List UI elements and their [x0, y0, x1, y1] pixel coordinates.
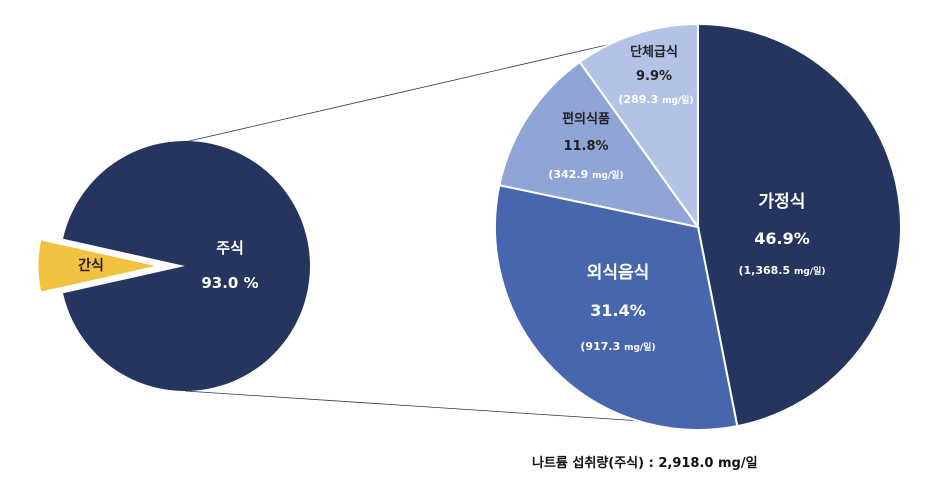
slice-amount-eating-out-value: (917.3 — [580, 340, 620, 353]
slice-amount-eating-out-unit: mg/일) — [624, 341, 656, 353]
slice-amount-group-meal-unit: mg/일) — [662, 94, 694, 106]
slice-label-main-meal: 주식 — [216, 239, 244, 257]
slice-value-group-meal: 9.9% — [636, 69, 672, 84]
slice-label-home: 가정식 — [759, 192, 806, 212]
slice-value-main-meal: 93.0 % — [201, 274, 258, 292]
slice-amount-convenience-value: (342.9 — [548, 168, 588, 181]
slice-label-convenience: 편의식품 — [562, 111, 610, 127]
slice-label-group-meal: 단체급식 — [630, 44, 678, 60]
left-pie — [35, 141, 310, 391]
slice-group-meal — [578, 22, 699, 231]
slice-eating-out — [494, 184, 739, 431]
slice-amount-convenience: (342.9 mg/일) — [548, 168, 623, 181]
slice-value-home: 46.9% — [754, 229, 810, 248]
slice-home — [697, 22, 902, 428]
right-pie — [494, 22, 902, 431]
sodium-intake-caption: 나트륨 섭취량(주식) : 2,918.0 mg/일 — [532, 456, 758, 471]
slice-amount-convenience-unit: mg/일) — [592, 169, 624, 181]
slice-value-eating-out: 31.4% — [590, 301, 646, 320]
slice-snack — [35, 236, 163, 296]
slice-amount-home-value: (1,368.5 — [738, 264, 790, 277]
slice-amount-group-meal: (289.3 mg/일) — [618, 93, 693, 106]
slice-label-eating-out: 외식음식 — [587, 263, 650, 283]
slice-amount-group-meal-value: (289.3 — [618, 93, 658, 106]
slice-amount-eating-out: (917.3 mg/일) — [580, 340, 655, 353]
slice-label-snack: 간식 — [78, 257, 104, 274]
slice-amount-home-unit: mg/일) — [794, 265, 826, 277]
slice-main-meal — [63, 141, 310, 391]
slice-convenience — [498, 60, 701, 229]
slice-value-convenience: 11.8% — [563, 139, 608, 154]
slice-amount-home: (1,368.5 mg/일) — [738, 264, 825, 277]
